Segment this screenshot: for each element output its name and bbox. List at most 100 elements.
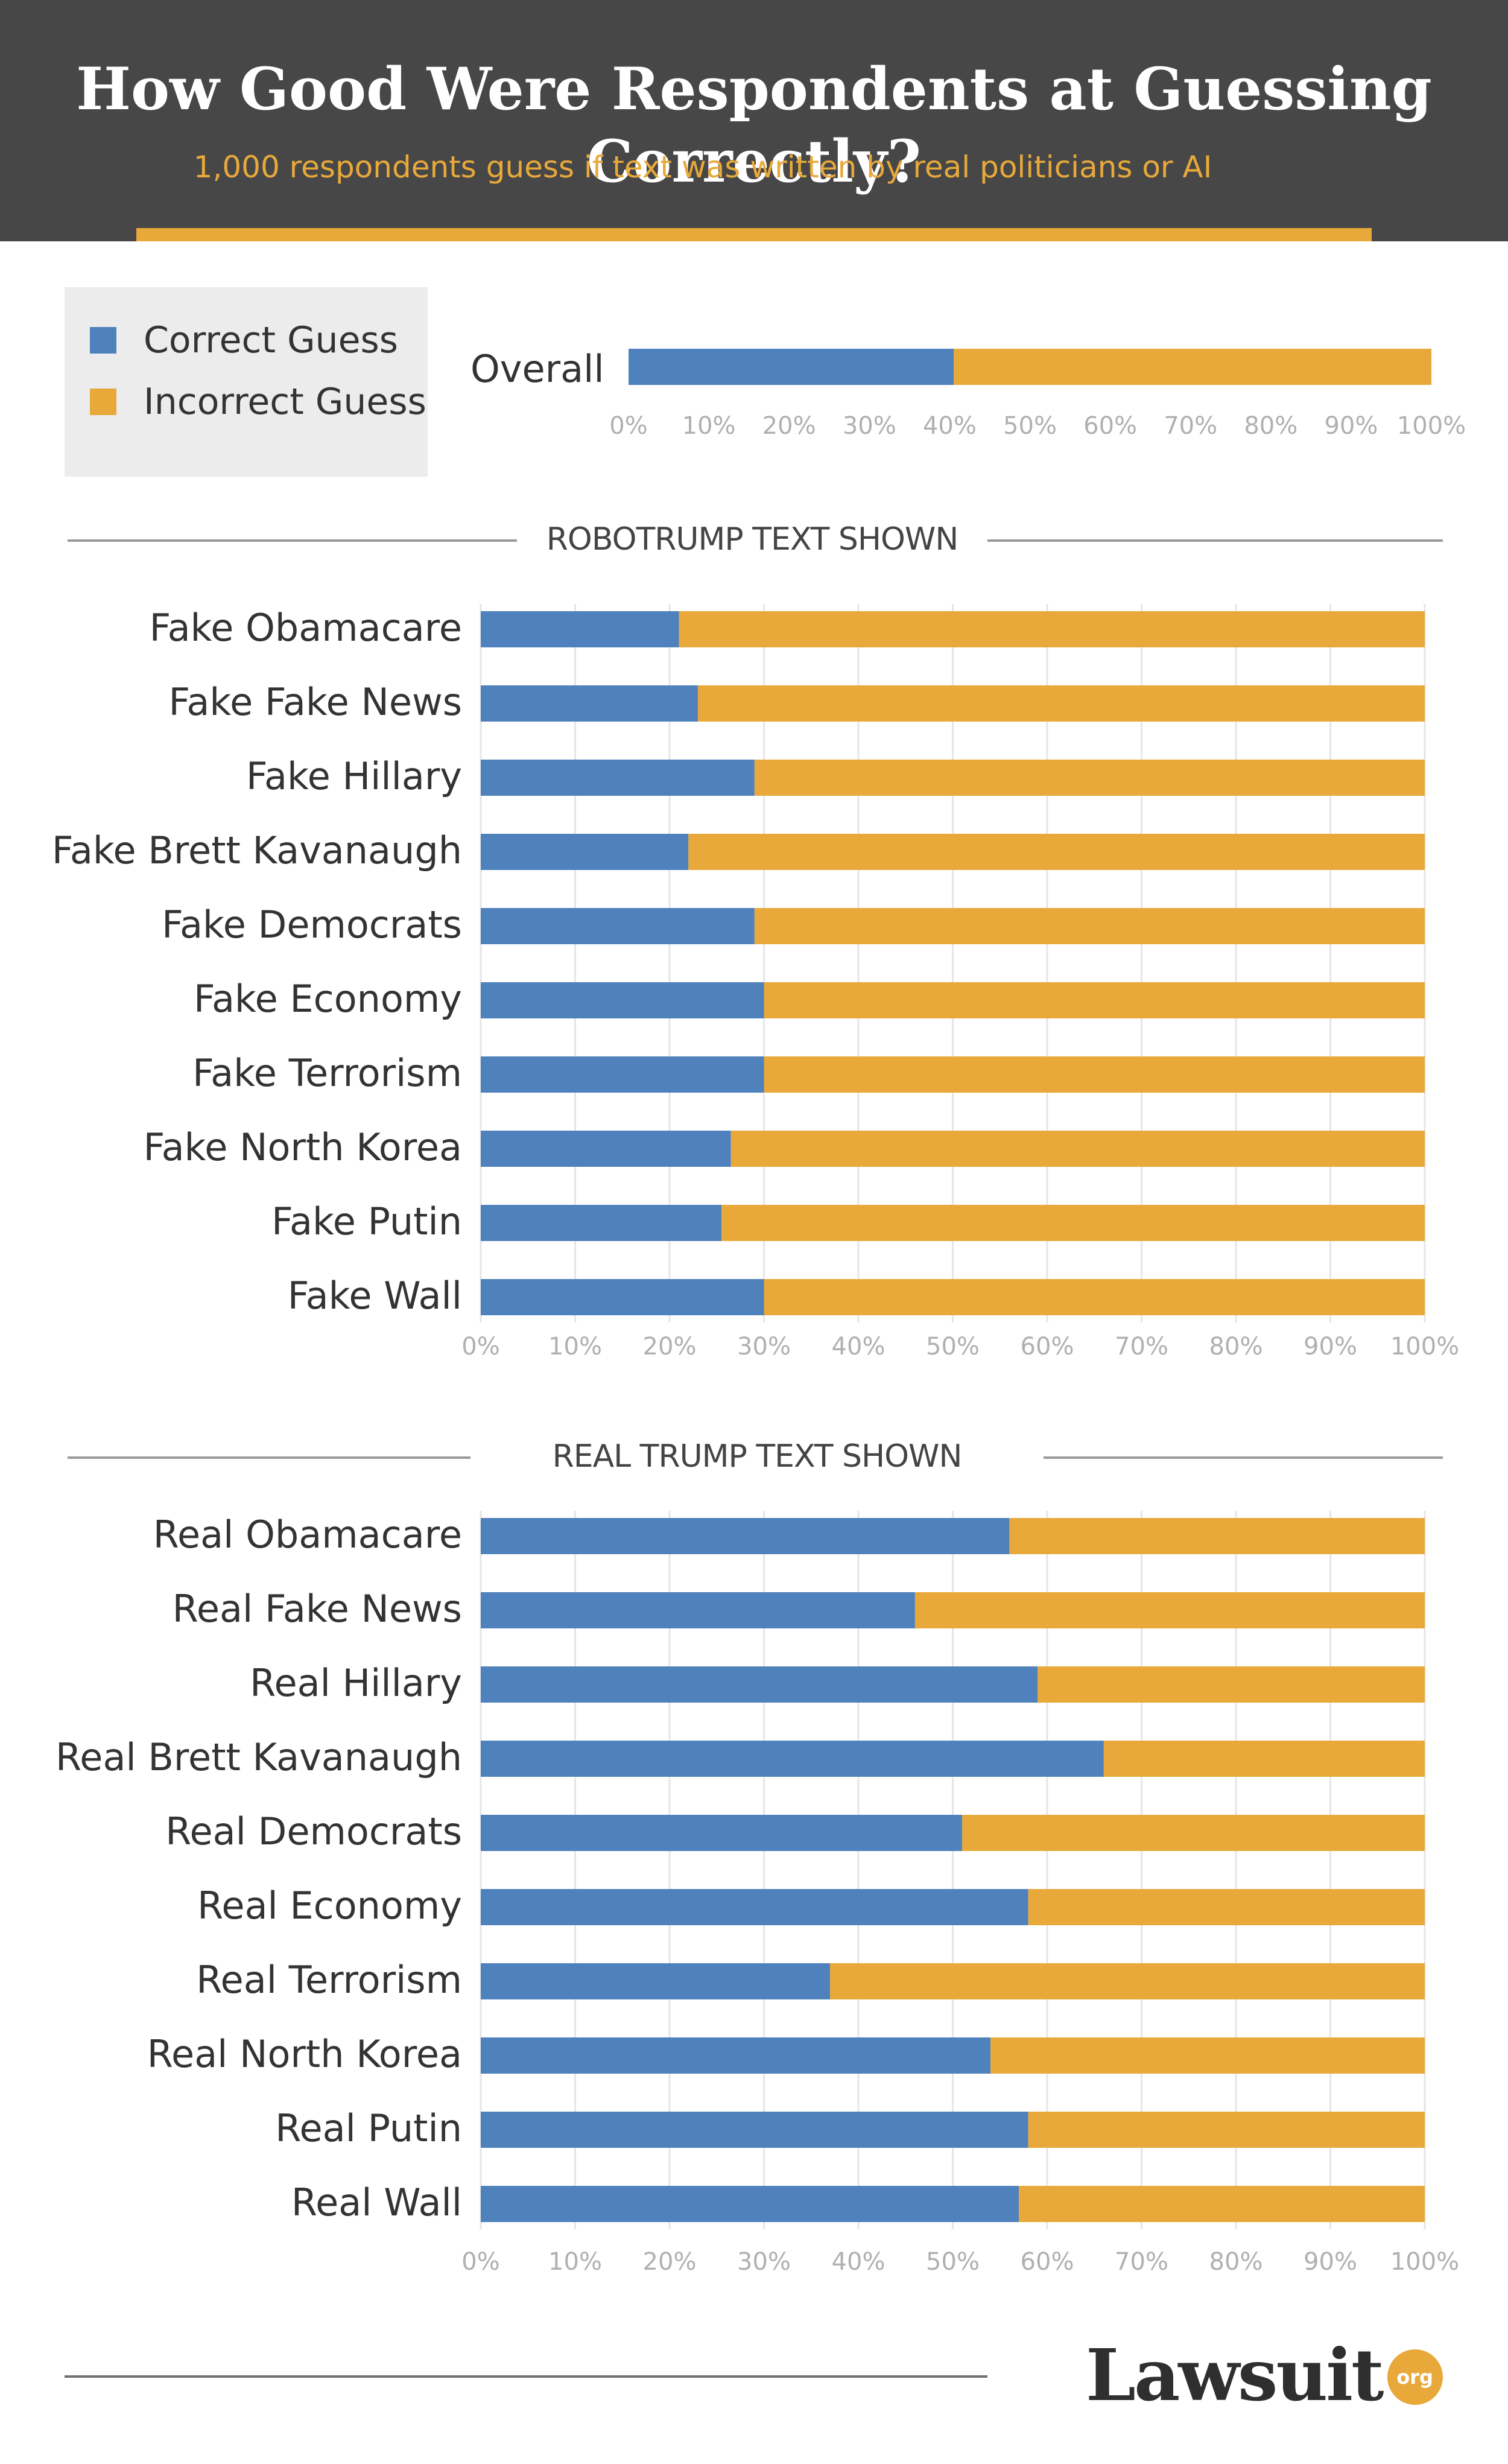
category-label-real-fake-news: Real Fake News [172,1587,462,1631]
x-tick-label: 70% [1164,412,1217,440]
legend: Correct Guess Incorrect Guess [65,287,428,477]
overall-chart-label: Overall [470,347,604,391]
header-banner: How Good Were Respondents at Guessing Co… [0,0,1508,241]
logo-badge: org [1387,2349,1443,2405]
x-tick-label: 70% [1115,2248,1168,2276]
bar-incorrect-fake-wall [764,1279,1425,1315]
legend-swatch-correct [90,327,116,354]
x-tick-label: 10% [682,412,736,440]
legend-label-correct: Correct Guess [144,319,399,361]
category-label-fake-north-korea: Fake North Korea [143,1125,462,1169]
x-tick-label: 80% [1209,2248,1263,2276]
bar-correct-real-hillary [481,1666,1038,1703]
bar-correct-fake-brett-kavanaugh [481,834,689,870]
page-subtitle: 1,000 respondents guess if text was writ… [193,150,1212,185]
x-tick-label: 90% [1324,412,1378,440]
category-label-fake-democrats: Fake Democrats [162,903,462,947]
x-tick-label: 30% [737,1333,791,1361]
x-tick-label: 60% [1083,412,1137,440]
lawsuit-logo: Lawsuit org [1086,2332,1443,2417]
x-tick-label: 100% [1390,1333,1459,1361]
bar-correct-real-wall [481,2186,1019,2222]
bar-incorrect-real-hillary [1038,1666,1425,1703]
section-rule-right [1044,1456,1443,1459]
category-label-real-terrorism: Real Terrorism [196,1958,462,2002]
bar-correct-fake-wall [481,1279,764,1315]
bar-incorrect-fake-obamacare [679,611,1425,647]
section-rule-left [68,1456,470,1459]
x-tick-label: 100% [1390,2248,1459,2276]
legend-label-incorrect: Incorrect Guess [144,381,426,423]
bar-correct-real-obamacare [481,1518,1010,1554]
category-label-fake-obamacare: Fake Obamacare [149,606,462,650]
x-tick-label: 30% [843,412,896,440]
x-tick-label: 50% [926,2248,980,2276]
bar-correct-real-putin [481,2112,1028,2148]
x-tick-label: 40% [832,1333,885,1361]
category-label-real-putin: Real Putin [275,2106,462,2150]
bar-correct-fake-north-korea [481,1131,731,1167]
x-tick-label: 50% [1003,412,1057,440]
x-tick-label: 30% [737,2248,791,2276]
bar-correct-fake-putin [481,1205,722,1241]
legend-item-correct: Correct Guess [90,316,398,364]
bar-correct-real-brett-kavanaugh [481,1741,1104,1777]
header-accent-rule [136,228,1372,241]
x-tick-label: 40% [923,412,977,440]
x-tick-label: 100% [1397,412,1466,440]
category-label-real-brett-kavanaugh: Real Brett Kavanaugh [55,1735,462,1779]
x-tick-label: 90% [1304,2248,1357,2276]
x-tick-label: 20% [762,412,816,440]
x-tick-label: 20% [643,1333,697,1361]
bar-incorrect-real-economy [1028,1889,1425,1925]
category-label-fake-hillary: Fake Hillary [246,754,462,798]
bar-incorrect-fake-economy [764,982,1425,1018]
bar-incorrect-real-democrats [962,1815,1425,1851]
bar-incorrect-overall [954,349,1431,385]
bar-correct-fake-democrats [481,908,755,944]
x-tick-label: 50% [926,1333,980,1361]
bar-correct-fake-terrorism [481,1056,764,1093]
bar-incorrect-real-brett-kavanaugh [1103,1741,1425,1777]
x-tick-label: 0% [461,1333,499,1361]
bar-correct-real-democrats [481,1815,963,1851]
bar-correct-overall [629,349,954,385]
bar-correct-real-terrorism [481,1963,831,1999]
category-label-fake-wall: Fake Wall [287,1274,462,1318]
category-label-real-north-korea: Real North Korea [147,2032,462,2076]
bar-incorrect-fake-fake-news [697,685,1425,722]
category-label-real-obamacare: Real Obamacare [153,1513,462,1557]
category-label-fake-brett-kavanaugh: Fake Brett Kavanaugh [51,828,462,872]
x-tick-label: 20% [643,2248,697,2276]
x-tick-label: 90% [1304,1333,1357,1361]
category-label-real-democrats: Real Democrats [165,1809,462,1853]
logo-text: Lawsuit [1086,2332,1384,2417]
bar-correct-fake-economy [481,982,764,1018]
x-tick-label: 60% [1021,2248,1074,2276]
x-tick-label: 80% [1209,1333,1263,1361]
bar-incorrect-fake-hillary [754,760,1425,796]
section-title-robotrump: ROBOTRUMP TEXT SHOWN [546,521,958,557]
x-tick-label: 10% [548,1333,602,1361]
category-label-fake-putin: Fake Putin [271,1199,462,1243]
category-label-fake-economy: Fake Economy [193,977,462,1021]
x-tick-label: 0% [461,2248,499,2276]
x-tick-label: 10% [548,2248,602,2276]
legend-swatch-incorrect [90,389,116,415]
x-tick-label: 0% [609,412,647,440]
x-tick-label: 80% [1244,412,1297,440]
page-title: How Good Were Respondents at Guessing Co… [76,55,1432,195]
footer-rule [65,2375,987,2378]
bar-incorrect-real-wall [1019,2186,1425,2222]
section-title-real-trump: REAL TRUMP TEXT SHOWN [552,1438,963,1475]
x-tick-label: 40% [832,2248,885,2276]
bar-correct-real-north-korea [481,2037,991,2074]
category-label-real-hillary: Real Hillary [250,1661,462,1705]
category-label-fake-fake-news: Fake Fake News [168,680,462,724]
bar-correct-real-fake-news [481,1592,915,1628]
legend-item-incorrect: Incorrect Guess [90,378,426,426]
category-label-real-wall: Real Wall [291,2180,462,2224]
bar-correct-real-economy [481,1889,1028,1925]
bar-incorrect-fake-putin [721,1205,1425,1241]
